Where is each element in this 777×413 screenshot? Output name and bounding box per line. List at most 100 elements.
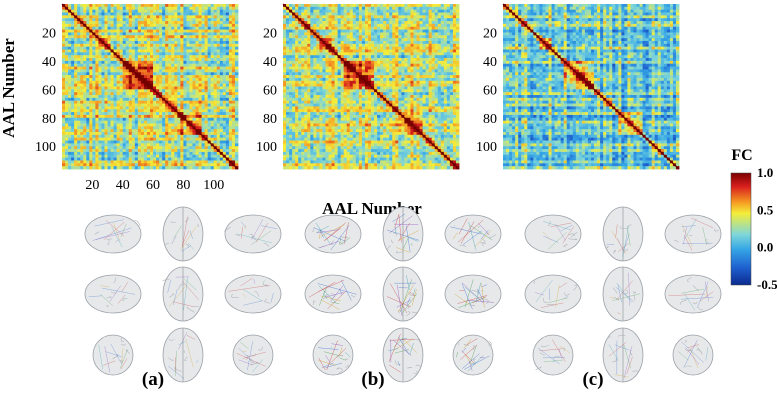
heatmap-cell [116,12,121,16]
heatmap-cell [146,4,151,8]
heatmap-cell [150,120,154,124]
heatmap-cell [386,80,390,85]
heatmap-cell [367,43,372,48]
heatmap-cell [74,103,78,107]
heatmap-cell [207,97,212,102]
heatmap-cell [355,43,360,48]
heatmap-cell [62,166,66,170]
heatmap-cell [334,4,339,8]
heatmap-cell [216,103,221,107]
heatmap-cell [74,18,78,22]
heatmap-cell [286,32,290,36]
heatmap-cell [168,151,172,156]
heatmap-cell [137,86,142,90]
heatmap-cell [137,46,142,50]
heatmap-cell [410,49,414,53]
heatmap-cell [92,123,96,127]
heatmap-cell [65,77,69,82]
heatmap-cell [207,146,212,150]
heatmap-cell [65,58,69,62]
heatmap-cell [234,72,239,76]
heatmap-cell [383,77,387,82]
heatmap-cell [425,80,430,85]
heatmap-cell [174,23,178,28]
heatmap-cell [110,112,114,116]
heatmap-cell [195,106,199,110]
heatmap-cell [153,100,157,104]
heatmap-cell [437,49,442,53]
heatmap-cell [116,58,121,62]
heatmap-cell [207,149,212,153]
heatmap-cell [68,86,72,90]
heatmap-cell [228,154,233,159]
heatmap-cell [77,12,81,16]
heatmap-cell [337,63,342,67]
heatmap-cell [104,32,108,36]
heatmap-cell [189,154,193,159]
heatmap-cell [122,18,127,22]
heatmap-cell [231,160,236,164]
heatmap-cell [183,55,187,59]
heatmap-cell [325,75,329,79]
heatmap-cell [398,58,402,62]
heatmap-cell [331,80,335,85]
heatmap-cell [301,46,305,50]
heatmap-cell [434,77,439,82]
heatmap-cell [128,86,133,90]
heatmap-cell [68,35,72,39]
heatmap-cell [234,77,239,82]
heatmap-cell [77,63,81,67]
heatmap-cell [313,26,317,30]
heatmap-cell [62,149,66,153]
heatmap-cell [156,58,160,62]
heatmap-cell [434,69,439,73]
heatmap-cell [228,46,233,50]
heatmap-cell [177,149,181,153]
heatmap-cell [177,35,181,39]
heatmap-cell [322,63,326,67]
heatmap-cell [377,26,381,30]
heatmap-cell [352,32,357,36]
heatmap-cell [413,49,417,53]
heatmap-cell [92,43,96,48]
heatmap-cell [298,46,302,50]
heatmap-cell [316,49,320,53]
heatmap-cell [398,21,402,25]
heatmap-cell [349,9,354,13]
heatmap-cell [86,35,90,39]
heatmap-cell [68,40,72,45]
heatmap-cell [352,40,357,45]
heatmap-cell [180,26,184,30]
heatmap-cell [153,52,157,56]
heatmap-cell [125,66,130,70]
heatmap-cell [183,134,187,139]
heatmap-cell [331,6,335,11]
heatmap-cell [101,132,105,136]
heatmap-cell [398,77,402,82]
heatmap-cell [80,106,84,110]
heatmap-cell [204,166,209,170]
heatmap-cell [374,80,378,85]
heatmap-cell [295,66,299,70]
heatmap-cell [443,58,448,62]
heatmap-cell [452,29,457,33]
heatmap-cell [128,9,133,13]
heatmap-cell [313,69,317,73]
heatmap-cell [401,58,405,62]
heatmap-cell [377,9,381,13]
heatmap-cell [222,60,227,65]
heatmap-cell [328,60,332,65]
heatmap-cell [71,100,75,104]
heatmap-cell [137,160,142,164]
heatmap-cell [74,29,78,33]
heatmap-cell [119,18,124,22]
heatmap-cell [371,77,375,82]
heatmap-cell [92,6,96,11]
heatmap-cell [119,4,124,8]
heatmap-cell [110,29,114,33]
heatmap-cell [231,143,236,147]
heatmap-cell [186,52,190,56]
heatmap-cell [307,21,311,25]
heatmap-cell [446,9,451,13]
heatmap-cell [455,77,460,82]
